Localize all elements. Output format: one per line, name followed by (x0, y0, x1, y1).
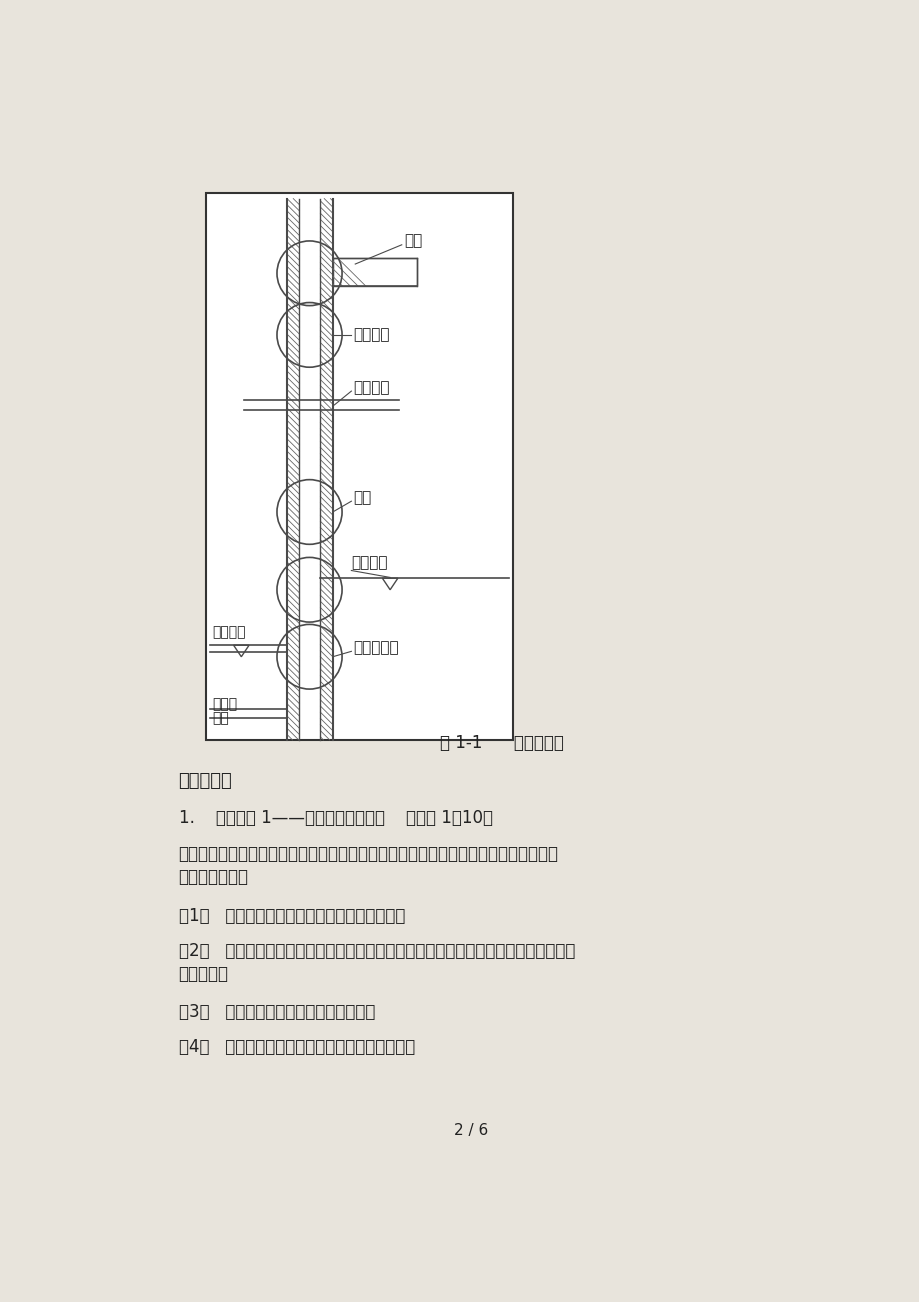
Text: 勒脚与地坪: 勒脚与地坪 (353, 641, 399, 655)
Text: （1）   用引出线注明勒脚做法，标明勒脚高度。: （1） 用引出线注明勒脚做法，标明勒脚高度。 (178, 907, 404, 924)
Text: 和坡度值。: 和坡度值。 (178, 965, 228, 983)
Text: 过梁与窗: 过梁与窗 (353, 380, 390, 395)
Text: （2）   用多层构造引出线注明散水或明沟各层做法，标注散水或明沟的宽度、排水方向: （2） 用多层构造引出线注明散水或明沟各层做法，标注散水或明沟的宽度、排水方向 (178, 941, 574, 960)
Text: 图 1-1      外墙身节点: 图 1-1 外墙身节点 (440, 734, 563, 753)
Text: 室内地面: 室内地面 (351, 555, 388, 570)
Text: 散水: 散水 (212, 711, 229, 725)
Text: 室外地面: 室外地面 (212, 625, 246, 639)
Text: 楼板: 楼板 (403, 233, 422, 249)
Bar (333, 258, 417, 285)
Text: 楼板与墙: 楼板与墙 (353, 327, 390, 342)
Bar (206, 193, 512, 740)
Text: （4）   用多层构造引出线注明地坪层的各层做法。: （4） 用多层构造引出线注明地坪层的各层做法。 (178, 1038, 414, 1056)
Text: （3）   表示出防潮层的位置，注明做法。: （3） 表示出防潮层的位置，注明做法。 (178, 1004, 375, 1021)
Text: 窗台: 窗台 (353, 490, 371, 505)
Text: 内容及要求: 内容及要求 (178, 772, 233, 790)
Text: 材料图例表示。: 材料图例表示。 (178, 868, 248, 887)
Text: 2 / 6: 2 / 6 (454, 1122, 488, 1138)
Text: 明沟或: 明沟或 (212, 698, 237, 711)
Text: 1.    节点详图 1——墙脚和地坪层构造    （比例 1：10）: 1. 节点详图 1——墙脚和地坪层构造 （比例 1：10） (178, 810, 492, 827)
Text: 画出墙身、勒脚、散水或明沟、防潮层、室内外地坪和内外墙面抹灰，剖切到的部分用: 画出墙身、勒脚、散水或明沟、防潮层、室内外地坪和内外墙面抹灰，剖切到的部分用 (178, 845, 558, 863)
